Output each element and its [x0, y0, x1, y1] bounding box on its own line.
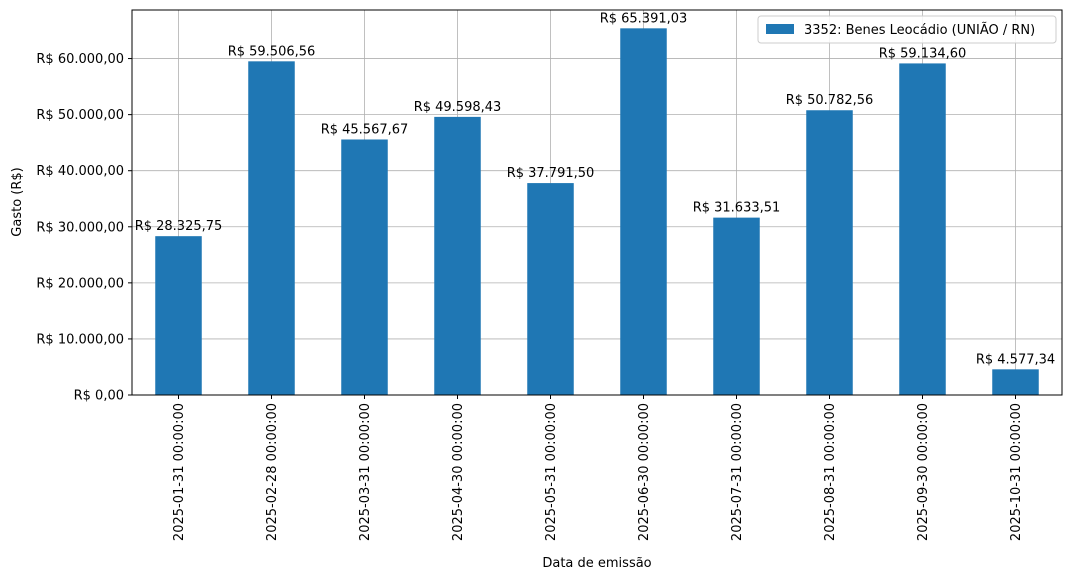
legend-swatch [766, 24, 794, 34]
bar [806, 110, 853, 395]
x-tick-label: 2025-06-30 00:00:00 [637, 403, 652, 541]
y-tick-label: R$ 20.000,00 [36, 276, 124, 291]
x-tick-label: 2025-01-31 00:00:00 [172, 403, 187, 541]
x-tick-label: 2025-07-31 00:00:00 [730, 403, 745, 541]
bar-value-label: R$ 59.134,60 [879, 46, 967, 61]
y-tick-label: R$ 60.000,00 [36, 52, 124, 67]
bar-value-label: R$ 31.633,51 [693, 201, 781, 216]
x-tick-label: 2025-10-31 00:00:00 [1009, 403, 1024, 541]
y-tick-label: R$ 30.000,00 [36, 220, 124, 235]
bar-value-label: R$ 4.577,34 [976, 352, 1055, 367]
bar-value-label: R$ 28.325,75 [135, 219, 223, 234]
bar-value-label: R$ 49.598,43 [414, 100, 502, 115]
bar [713, 217, 760, 395]
bar [434, 116, 481, 396]
x-tick-label: 2025-03-31 00:00:00 [358, 403, 373, 541]
bar-value-label: R$ 65.391,03 [600, 11, 688, 26]
legend-label: 3352: Benes Leocádio (UNIÃO / RN) [804, 22, 1035, 38]
bar [155, 236, 202, 395]
bar [620, 28, 667, 395]
legend-box [757, 15, 1057, 44]
x-tick-label: 2025-05-31 00:00:00 [544, 403, 559, 541]
bar [527, 183, 574, 395]
data-labels: R$ 28.325,75 R$ 59.506,56 R$ 45.567,67 R$ 4… [135, 11, 1055, 367]
y-axis-label: Gasto (R$) [10, 167, 25, 236]
x-axis: 2025-01-31 00:00:00 2025-02-28 00:00:00 20… [172, 395, 1024, 541]
y-tick-label: R$ 50.000,00 [36, 108, 124, 123]
y-tick-label: R$ 0,00 [74, 389, 124, 404]
y-tick-label: R$ 10.000,00 [36, 332, 124, 347]
bars [155, 28, 1039, 396]
y-axis: R$ 0,00 R$ 10.000,00 R$ 20.000,00 R$ 30.000… [36, 52, 132, 404]
x-tick-label: 2025-09-30 00:00:00 [916, 403, 931, 541]
y-tick-label: R$ 40.000,00 [36, 164, 124, 179]
bar-value-label: R$ 37.791,50 [507, 166, 595, 181]
bar-value-label: R$ 50.782,56 [786, 93, 874, 108]
legend: 3352: Benes Leocádio (UNIÃO / RN) [757, 15, 1057, 44]
plot-area-frame [131, 9, 1063, 396]
bar [248, 61, 295, 396]
x-axis-label: Data de emissão [542, 556, 651, 571]
x-tick-label: 2025-04-30 00:00:00 [451, 403, 466, 541]
x-tick-label: 2025-02-28 00:00:00 [265, 403, 280, 541]
bar-value-label: R$ 59.506,56 [228, 44, 316, 59]
bar [341, 139, 388, 395]
bar [992, 369, 1039, 395]
bar-value-label: R$ 45.567,67 [321, 122, 409, 137]
x-tick-label: 2025-08-31 00:00:00 [823, 403, 838, 541]
bar [899, 63, 946, 395]
